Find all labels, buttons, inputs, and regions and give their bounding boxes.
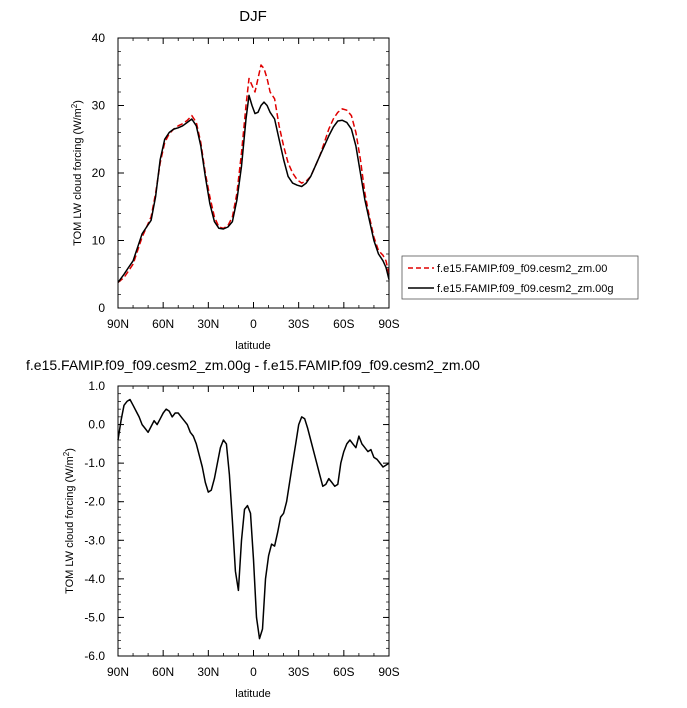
top-y-axis-label: TOM LW cloud forcing (W/m2): [70, 100, 84, 246]
bottom-x-axis-label: latitude: [235, 688, 270, 700]
top-series-line-2: [117, 94, 390, 283]
top-plot-frame: [117, 37, 390, 309]
bottom-series-line-1: [117, 398, 390, 640]
bottom-y-tick-label: 0.0: [88, 418, 105, 432]
top-y-tick-label: 40: [92, 31, 106, 45]
top-series-line-1: [117, 64, 390, 283]
bottom-x-tick-label: 60S: [333, 665, 354, 679]
bottom-y-tick-label: 1.0: [88, 379, 105, 393]
top-x-tick-label: 30S: [288, 317, 309, 331]
top-x-tick-label: 60N: [152, 317, 174, 331]
bottom-chart-title: f.e15.FAMIP.f09_f09.cesm2_zm.00g - f.e15…: [26, 357, 480, 373]
bottom-x-tick-label: 30S: [288, 665, 309, 679]
top-y-tick-label: 0: [98, 301, 105, 315]
bottom-y-tick-label: -6.0: [84, 649, 105, 663]
legend: f.e15.FAMIP.f09_f09.cesm2_zm.00 f.e15.FA…: [401, 255, 639, 300]
top-chart: DJF 90N 60N 30N 0 30S 60S 90S 0 10 20 30 40 latitud…: [70, 8, 400, 352]
top-x-tick-label: 90N: [107, 317, 129, 331]
bottom-y-tick-label: -2.0: [84, 495, 105, 509]
bottom-x-tick-label: 90N: [107, 665, 129, 679]
top-x-axis-label: latitude: [235, 340, 270, 352]
bottom-x-tick-label: 90S: [378, 665, 399, 679]
bottom-x-tick-label: 30N: [197, 665, 219, 679]
bottom-y-tick-label: -3.0: [84, 533, 105, 547]
top-x-tick-label: 60S: [333, 317, 354, 331]
top-y-tick-label: 30: [92, 99, 106, 113]
top-plot-area: 90N 60N 30N 0 30S 60S 90S 0 10 20 30 40: [92, 31, 400, 331]
top-y-tick-label: 20: [92, 166, 106, 180]
bottom-y-tick-label: -5.0: [84, 610, 105, 624]
legend-label-series-1: f.e15.FAMIP.f09_f09.cesm2_zm.00: [437, 263, 607, 275]
bottom-y-tick-label: -4.0: [84, 572, 105, 586]
bottom-plot-frame: [117, 385, 390, 657]
legend-box: [401, 255, 639, 300]
legend-label-series-2: f.e15.FAMIP.f09_f09.cesm2_zm.00g: [437, 283, 614, 295]
bottom-plot-area: 90N 60N 30N 0 30S 60S 90S -6.0 -5.0 -4.0 -3.0 -2.0 -…: [84, 379, 399, 679]
bottom-y-tick-label: -1.0: [84, 456, 105, 470]
bottom-x-tick-label: 0: [250, 665, 257, 679]
top-x-tick-label: 0: [250, 317, 257, 331]
top-x-tick-label: 30N: [197, 317, 219, 331]
bottom-x-tick-label: 60N: [152, 665, 174, 679]
top-x-tick-label: 90S: [378, 317, 399, 331]
top-y-tick-label: 10: [92, 234, 106, 248]
top-chart-title: DJF: [239, 8, 267, 25]
bottom-y-axis-label: TOM LW cloud forcing (W/m2): [62, 448, 76, 594]
bottom-chart: f.e15.FAMIP.f09_f09.cesm2_zm.00g - f.e15…: [26, 357, 480, 700]
